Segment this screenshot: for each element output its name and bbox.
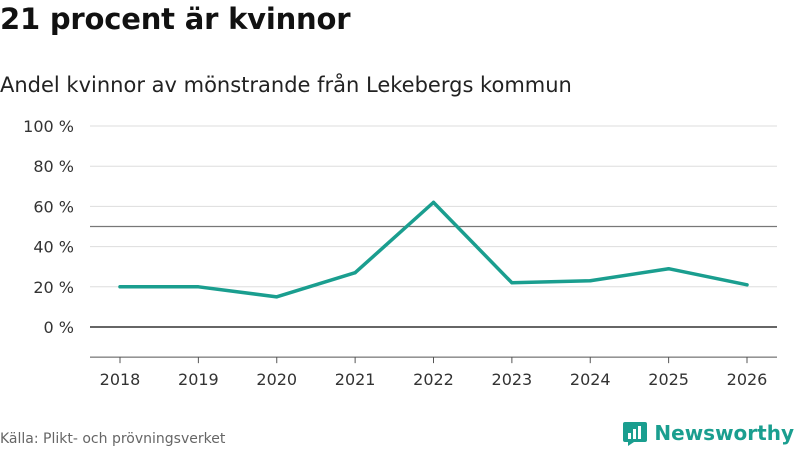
chart-title: 21 procent är kvinnor: [0, 2, 351, 36]
x-axis-ticks: 2018 2019 2020 2021 2022 2023 2024 2025 2026: [100, 357, 768, 389]
y-tick-label: 0 %: [44, 318, 74, 337]
y-tick-label: 40 %: [33, 238, 74, 257]
x-tick-label: 2022: [413, 370, 454, 389]
x-tick-label: 2026: [727, 370, 768, 389]
chart-subtitle: Andel kvinnor av mönstrande från Lekeber…: [0, 73, 572, 97]
y-tick-label: 20 %: [33, 278, 74, 297]
series-line: [118, 200, 749, 299]
y-tick-label: 100 %: [23, 117, 74, 136]
data-point: [510, 281, 514, 285]
data-point: [196, 285, 200, 289]
x-tick-label: 2020: [256, 370, 297, 389]
data-point: [275, 295, 279, 299]
x-tick-label: 2023: [492, 370, 533, 389]
data-point: [745, 283, 749, 287]
data-point: [588, 279, 592, 283]
x-tick-label: 2021: [335, 370, 376, 389]
data-point: [667, 267, 671, 271]
source-note: Källa: Plikt- och prövningsverket: [0, 431, 226, 447]
data-point: [118, 285, 122, 289]
newsworthy-icon: [623, 422, 648, 446]
y-tick-label: 60 %: [33, 197, 74, 216]
series-layer: [118, 200, 749, 299]
x-tick-label: 2018: [100, 370, 141, 389]
data-point: [431, 200, 436, 204]
brand-name: Newsworthy: [654, 421, 794, 445]
x-tick-label: 2019: [178, 370, 219, 389]
data-point: [353, 271, 357, 275]
y-axis-ticks: 0 % 20 % 40 % 60 % 80 % 100 %: [23, 117, 74, 337]
grid-layer: [90, 125, 777, 328]
x-tick-label: 2025: [648, 370, 689, 389]
brand-logo: Newsworthy: [622, 420, 794, 446]
x-tick-label: 2024: [570, 370, 611, 389]
y-tick-label: 80 %: [33, 157, 74, 176]
